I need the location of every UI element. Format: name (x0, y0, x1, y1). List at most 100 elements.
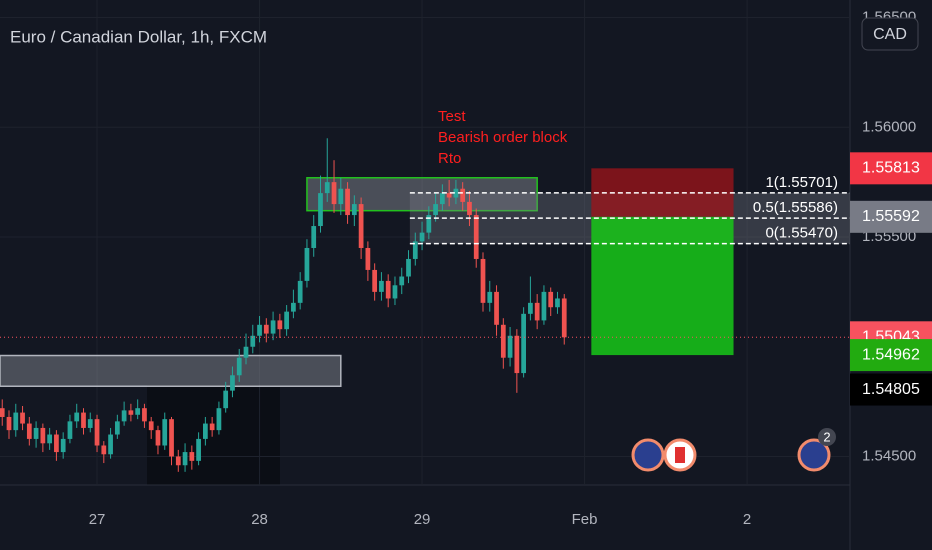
annotation: Test (438, 108, 466, 125)
fib-label: 0.5(1.55586) (753, 199, 838, 216)
candle-body (521, 313, 526, 374)
price-badge-label: 1.55813 (862, 160, 920, 177)
candle-body (412, 241, 418, 259)
candle-body (40, 427, 46, 444)
candle-body (358, 204, 364, 248)
candle-body (148, 421, 154, 431)
candle-body (243, 346, 249, 358)
zone-box (0, 354, 342, 387)
candle-body (121, 410, 127, 422)
candle-body (26, 423, 32, 439)
candle-body (128, 410, 134, 415)
candle-body (555, 298, 560, 308)
candle-body (480, 258, 486, 303)
candle-body (561, 298, 567, 338)
event-icons (631, 428, 836, 472)
event-count: 2 (823, 429, 830, 444)
candle-body (216, 408, 222, 431)
candle-body (54, 434, 59, 453)
candle-body (74, 412, 80, 422)
candle-body (467, 201, 472, 216)
candle-body (155, 430, 161, 446)
price-badge (850, 152, 932, 185)
candle-body (270, 320, 276, 334)
candle-body (446, 193, 452, 198)
candle-body (169, 419, 174, 457)
candle-body (142, 408, 147, 422)
currency-button[interactable] (861, 17, 919, 51)
x-tick-label: 27 (89, 511, 106, 528)
candle-body (47, 434, 53, 444)
candle-body (175, 456, 181, 466)
x-tick-label: Feb (572, 511, 598, 528)
candle-body (297, 280, 303, 303)
candle-body (392, 285, 398, 299)
price-badge-label: 1.55592 (862, 208, 920, 225)
candle-body (108, 434, 113, 455)
candle-body (318, 193, 323, 227)
x-tick-label: 28 (251, 511, 268, 528)
candle-body (263, 324, 269, 334)
candle-body (372, 269, 378, 292)
candle-body (460, 188, 466, 202)
candle-body (67, 421, 73, 439)
candle-body (379, 280, 384, 292)
candle-body (162, 419, 168, 446)
candle-body (500, 324, 506, 358)
candle-body (487, 291, 493, 303)
candle-body (209, 423, 215, 431)
eu-flag[interactable] (797, 438, 831, 472)
candle-body (250, 335, 256, 347)
candle-body (230, 375, 235, 391)
fib-label: 0(1.55470) (765, 225, 838, 242)
candle-body (81, 412, 86, 428)
x-tick-label: 2 (743, 511, 751, 528)
eu-flag[interactable] (631, 438, 665, 472)
candle-body (277, 320, 283, 330)
candle-body (433, 204, 438, 216)
candle-body (114, 421, 120, 435)
candle-body (311, 226, 317, 248)
annotation: Rto (438, 150, 461, 167)
candle-body (291, 302, 296, 312)
price-badge-label: 1.54805 (862, 381, 920, 398)
candle-body (473, 215, 479, 259)
candle-body (365, 247, 371, 270)
candle-body (304, 247, 310, 281)
candle-body (13, 412, 19, 431)
badge (818, 428, 836, 446)
maple (675, 447, 685, 463)
candle-body (426, 215, 432, 233)
candles (0, 138, 567, 472)
candle-body (101, 445, 107, 455)
candle-body (182, 452, 188, 466)
candle-body (135, 408, 141, 415)
candle-body (514, 335, 520, 374)
candle-body (419, 232, 425, 242)
candle-body (351, 204, 357, 216)
candle-body (223, 390, 229, 409)
y-tick-label: 1.56000 (862, 118, 916, 135)
candle-body (548, 291, 554, 308)
candle-body (284, 311, 289, 330)
candle-body (33, 427, 39, 439)
candle-body (87, 419, 93, 428)
price-badge (850, 373, 932, 406)
target-zone (591, 216, 734, 356)
candle-body (345, 188, 350, 216)
candle-body (453, 188, 459, 198)
price-badge (850, 200, 932, 233)
candle-body (507, 335, 513, 358)
candle-body (324, 182, 330, 194)
candle-body (541, 291, 547, 321)
currency-label[interactable]: CAD (873, 26, 907, 43)
chart-title: Euro / Canadian Dollar, 1h, FXCM (10, 27, 267, 46)
y-tick-label: 1.54500 (862, 447, 916, 464)
candle-body (338, 188, 344, 205)
price-badge-label: 1.54962 (862, 346, 920, 363)
candle-body (534, 302, 540, 321)
candle-body (203, 423, 208, 439)
candle-body (406, 258, 411, 277)
